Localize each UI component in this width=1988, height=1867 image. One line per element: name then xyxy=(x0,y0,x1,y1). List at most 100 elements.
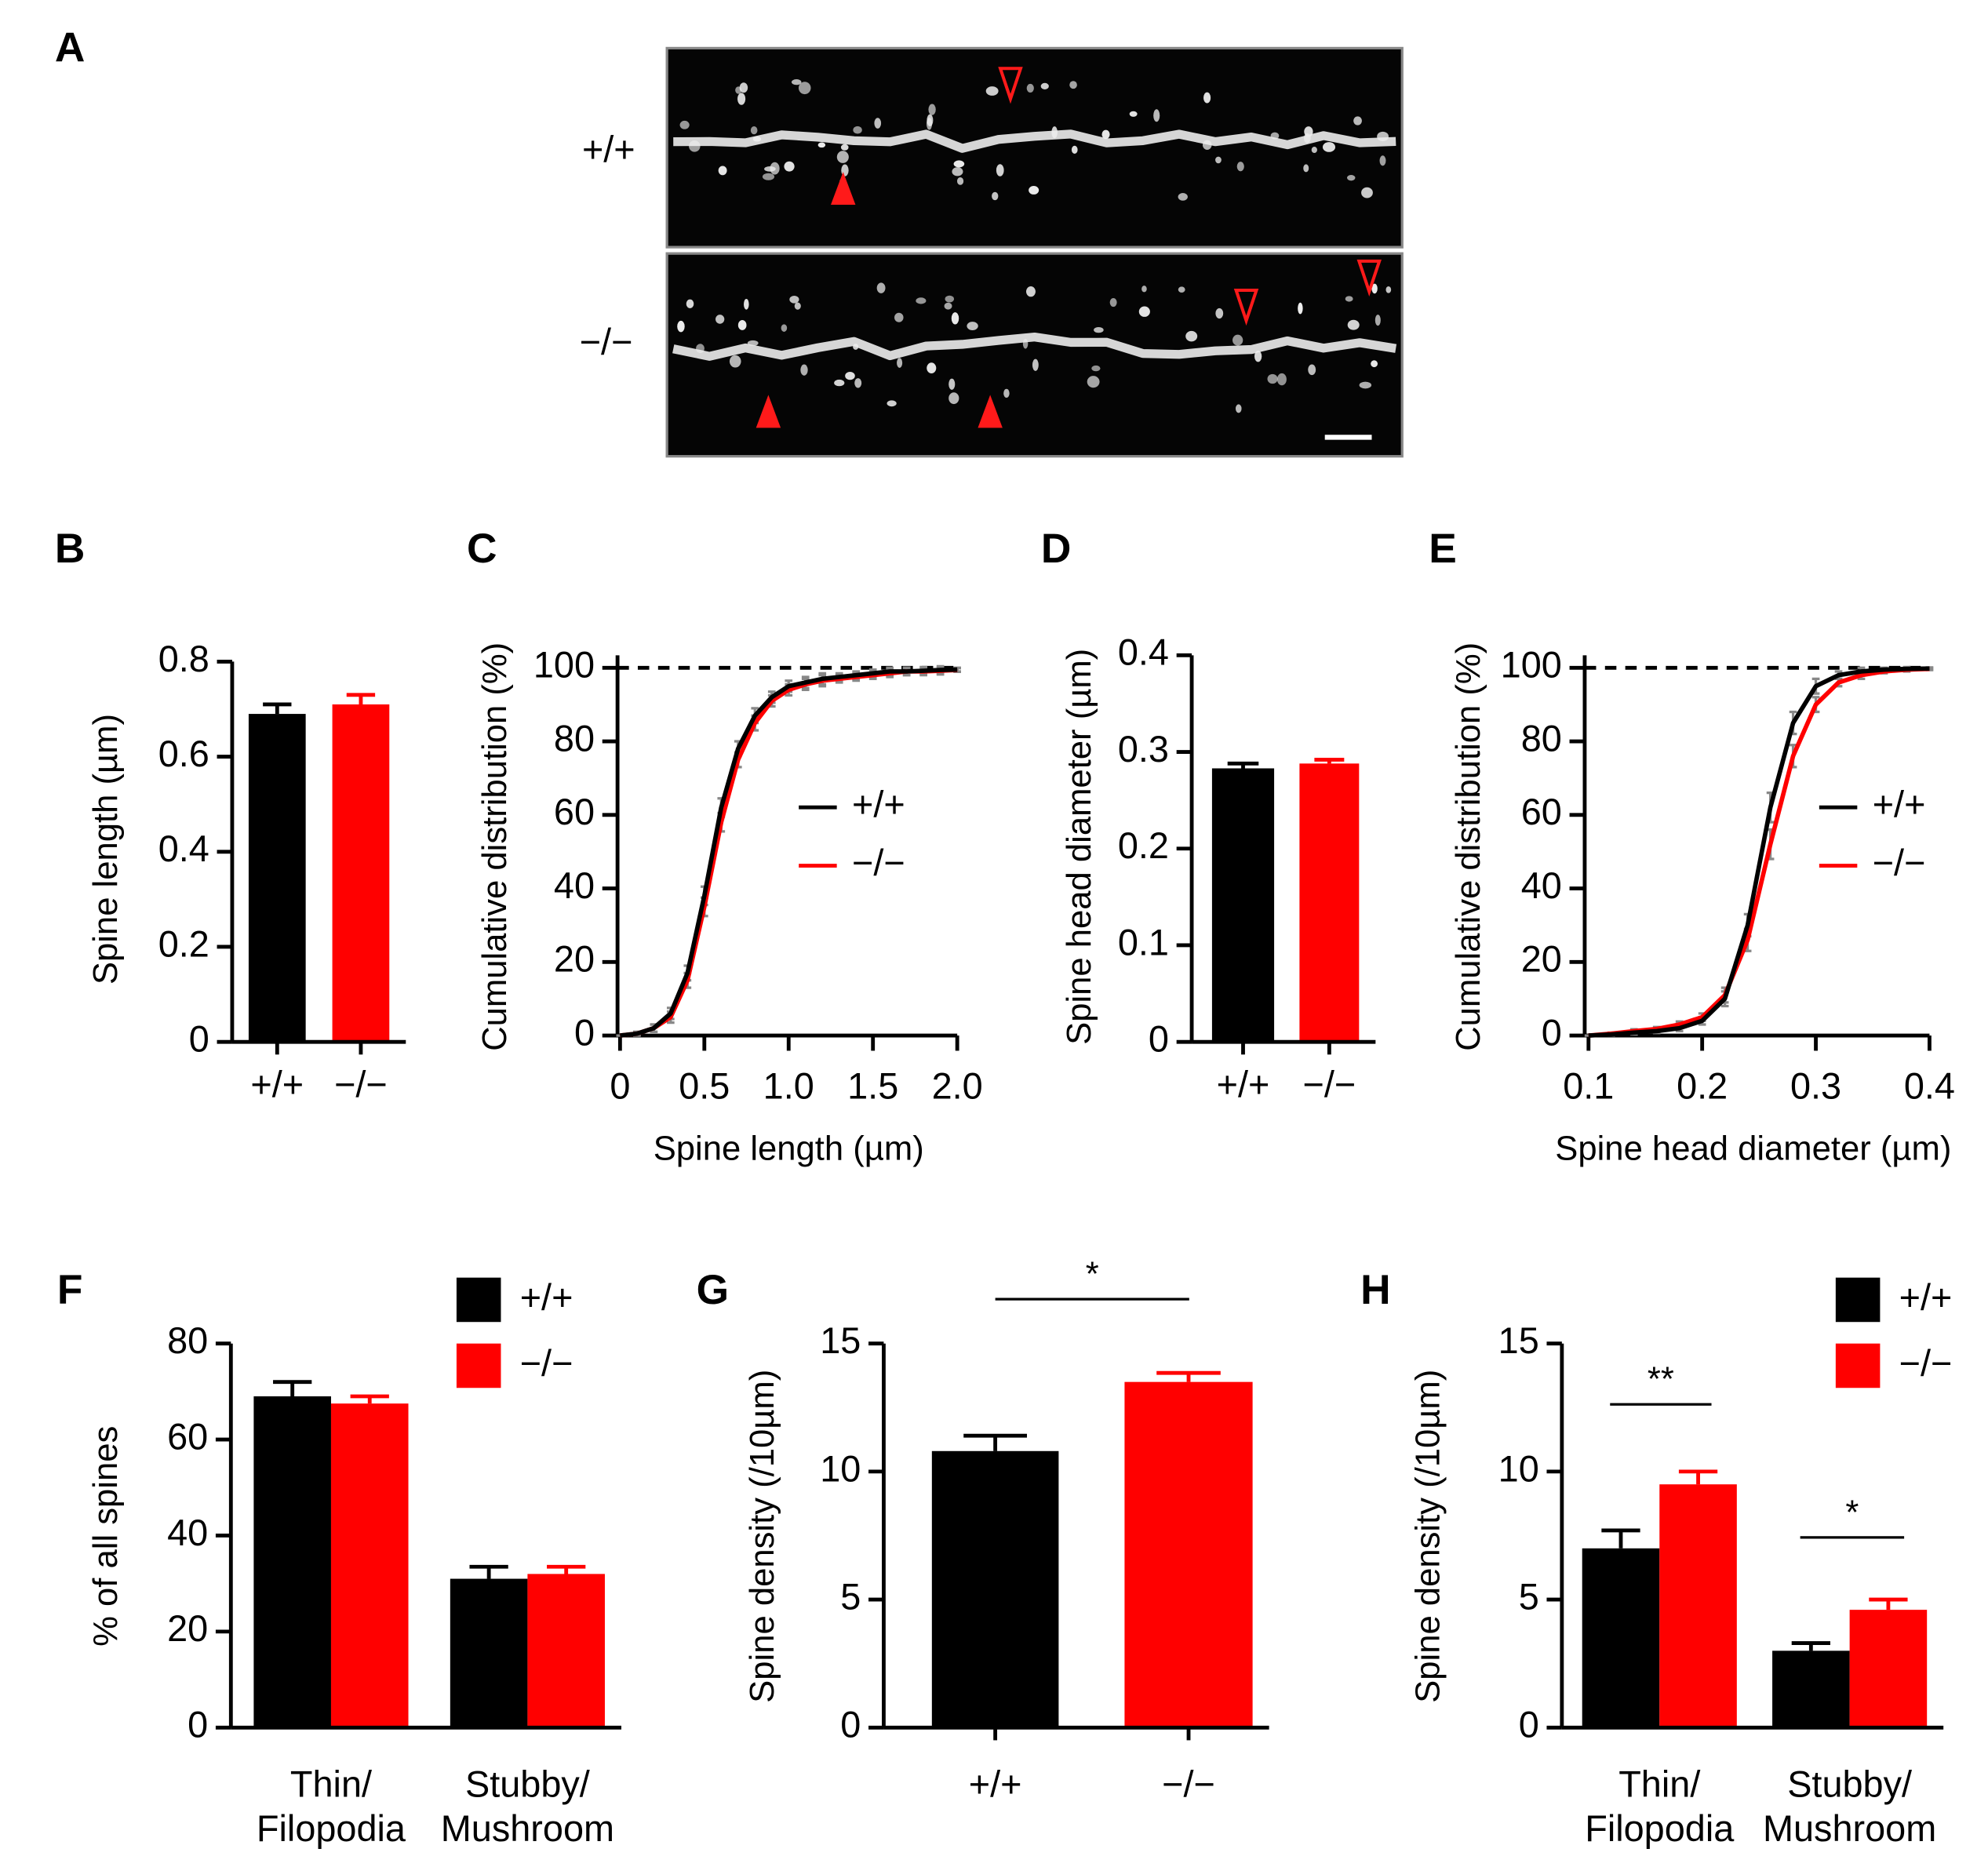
x-tick-label: +/+ xyxy=(1217,1065,1270,1105)
spine xyxy=(956,177,964,185)
y-tick-label: 60 xyxy=(1521,792,1562,832)
spine xyxy=(1353,116,1362,126)
spine xyxy=(1304,126,1313,137)
arrowhead xyxy=(978,395,1003,428)
x-tick-label: Mushroom xyxy=(1763,1808,1936,1849)
y-tick-label: 0 xyxy=(1542,1012,1562,1053)
y-tick-label: 0.1 xyxy=(1118,922,1169,963)
spine xyxy=(1359,381,1372,389)
spine xyxy=(686,299,694,308)
spine xyxy=(1232,334,1243,346)
x-tick-label: Mushroom xyxy=(441,1808,614,1849)
spine xyxy=(1270,132,1280,140)
series-line xyxy=(620,667,958,1038)
legend-label: −/− xyxy=(1899,1343,1953,1384)
y-tick-label: 0.3 xyxy=(1118,729,1169,770)
spine xyxy=(1069,81,1077,89)
spine xyxy=(1040,82,1049,89)
error-bar xyxy=(963,1433,1028,1451)
spine xyxy=(1377,131,1389,142)
bar xyxy=(1211,768,1275,1043)
significance-label: ** xyxy=(1648,1361,1674,1399)
x-tick-label: 0.2 xyxy=(1677,1065,1728,1106)
y-tick-label: 10 xyxy=(1498,1448,1539,1489)
bar xyxy=(450,1578,528,1728)
spine xyxy=(1379,155,1386,166)
error-bar xyxy=(273,1380,312,1397)
row-label: +/+ xyxy=(582,129,635,169)
bar xyxy=(253,1396,331,1728)
spine xyxy=(1361,187,1373,198)
x-tick-label: Filopodia xyxy=(257,1808,406,1849)
spine xyxy=(1141,286,1147,293)
spine xyxy=(794,302,801,310)
spine xyxy=(679,120,690,129)
error-bar xyxy=(547,1564,586,1574)
y-tick-label: 0.4 xyxy=(1118,632,1169,673)
significance-label: * xyxy=(1845,1494,1859,1531)
y-axis-label: Spine length (µm) xyxy=(87,714,125,984)
spine xyxy=(729,355,741,368)
y-tick-label: 0 xyxy=(189,1019,209,1060)
spine xyxy=(737,319,747,330)
spine xyxy=(876,282,886,293)
spine xyxy=(1345,296,1353,302)
y-tick-label: 0.6 xyxy=(158,733,209,774)
bar xyxy=(931,1450,1059,1728)
spine xyxy=(1347,175,1356,181)
spine xyxy=(1236,162,1244,172)
spine xyxy=(1371,283,1378,294)
y-tick-label: 80 xyxy=(167,1320,208,1361)
y-tick-label: 0 xyxy=(1149,1019,1169,1060)
series-line xyxy=(620,668,958,1038)
arrowhead xyxy=(1356,259,1382,297)
x-tick-label: 2.0 xyxy=(932,1065,983,1106)
x-tick-label: +/+ xyxy=(969,1764,1022,1805)
series-line xyxy=(1588,666,1930,1038)
y-tick-label: 0 xyxy=(840,1705,861,1745)
spine xyxy=(1087,376,1100,388)
error-bar xyxy=(1227,761,1259,769)
spine xyxy=(1026,83,1034,93)
spine xyxy=(1029,186,1040,195)
error-bar xyxy=(1678,1469,1718,1485)
spine xyxy=(1347,319,1360,330)
y-tick-label: 20 xyxy=(167,1608,208,1649)
spine xyxy=(992,191,999,201)
bar xyxy=(1659,1484,1737,1728)
significance-label: * xyxy=(1086,1256,1099,1294)
spine xyxy=(1178,286,1185,293)
spine xyxy=(1235,404,1242,413)
panel-letter: A xyxy=(55,25,85,71)
y-tick-label: 15 xyxy=(1498,1320,1539,1361)
y-tick-label: 80 xyxy=(1521,718,1562,759)
spine xyxy=(887,400,897,407)
legend-swatch xyxy=(456,1343,501,1388)
spine xyxy=(1374,315,1381,326)
y-tick-label: 100 xyxy=(1501,645,1562,686)
spine xyxy=(770,162,780,175)
y-tick-label: 60 xyxy=(167,1416,208,1457)
spine xyxy=(944,302,952,310)
spine xyxy=(927,362,937,374)
y-tick-label: 5 xyxy=(840,1576,861,1617)
bar xyxy=(1299,763,1360,1043)
spine xyxy=(927,114,934,127)
spine xyxy=(715,315,725,324)
spine xyxy=(1026,286,1036,297)
spine xyxy=(735,86,742,94)
spine xyxy=(1094,326,1104,333)
spine xyxy=(800,364,808,376)
bar xyxy=(1582,1548,1660,1728)
spine xyxy=(737,93,746,105)
spine xyxy=(817,142,826,148)
spine xyxy=(834,379,845,387)
x-axis-label: Spine head diameter (µm) xyxy=(1555,1130,1951,1168)
spine xyxy=(689,140,701,152)
spine xyxy=(845,372,855,380)
panel-letter: G xyxy=(697,1267,729,1313)
legend-swatch xyxy=(1835,1277,1881,1323)
y-tick-label: 0.2 xyxy=(158,923,209,964)
spine xyxy=(784,161,795,172)
spine xyxy=(967,322,978,331)
